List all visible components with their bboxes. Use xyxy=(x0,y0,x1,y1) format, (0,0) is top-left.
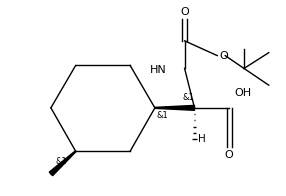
Text: O: O xyxy=(225,150,234,160)
Polygon shape xyxy=(155,105,194,110)
Text: OH: OH xyxy=(234,88,251,98)
Text: &1: &1 xyxy=(157,111,169,120)
Text: HN: HN xyxy=(150,65,167,75)
Polygon shape xyxy=(49,151,76,176)
Text: O: O xyxy=(219,51,228,61)
Text: &1: &1 xyxy=(183,93,194,103)
Text: &1: &1 xyxy=(56,157,67,166)
Text: O: O xyxy=(180,7,189,17)
Text: H: H xyxy=(198,134,206,144)
